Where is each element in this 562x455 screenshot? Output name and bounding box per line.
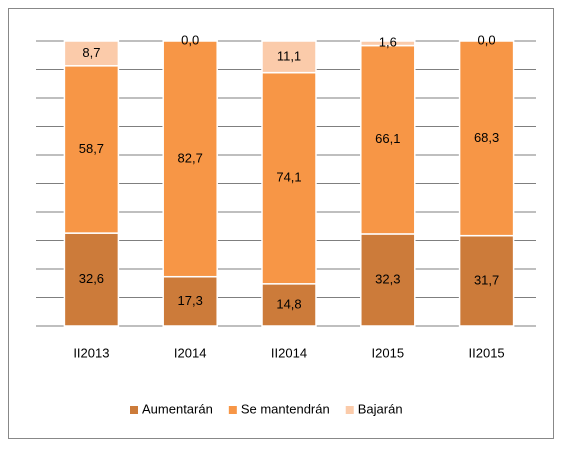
data-label: 11,1 [277, 48, 301, 63]
legend-label: Aumentarán [142, 401, 213, 416]
bar-segment [261, 40, 317, 74]
bar-segment [63, 232, 120, 327]
data-label: 17,3 [178, 293, 203, 308]
x-tick-label: I2015 [372, 345, 405, 360]
legend-label: Se mantendrán [241, 401, 330, 416]
bar-segment [63, 65, 120, 234]
bar-segment [360, 40, 416, 47]
bar-segment [63, 40, 120, 67]
data-label: 1,6 [379, 35, 397, 50]
bar-segment [360, 233, 416, 327]
data-label: 82,7 [178, 150, 203, 165]
x-tick-label: I2014 [174, 345, 207, 360]
legend-label: Bajarán [358, 401, 403, 416]
data-label: 32,3 [375, 271, 400, 286]
data-label: 74,1 [276, 170, 301, 185]
x-tick-label: II2015 [469, 345, 505, 360]
data-label: 0,0 [181, 32, 199, 47]
x-tick-label: II2014 [271, 345, 307, 360]
data-label: 68,3 [474, 130, 499, 145]
data-label: 0,0 [478, 32, 496, 47]
data-label: 8,7 [82, 45, 100, 60]
data-label: 31,7 [474, 272, 499, 287]
data-label: 32,6 [79, 271, 104, 286]
legend-swatch [345, 406, 354, 414]
data-label: 58,7 [79, 141, 104, 156]
x-tick-label: II2013 [73, 345, 109, 360]
legend-swatch [130, 406, 138, 414]
data-label: 14,8 [276, 296, 301, 311]
bar-segment [458, 40, 515, 237]
bar-segment [360, 44, 416, 235]
bar-segment [162, 40, 218, 278]
legend-swatch [228, 406, 237, 414]
data-label: 66,1 [375, 131, 400, 146]
bar-segment [162, 275, 218, 327]
